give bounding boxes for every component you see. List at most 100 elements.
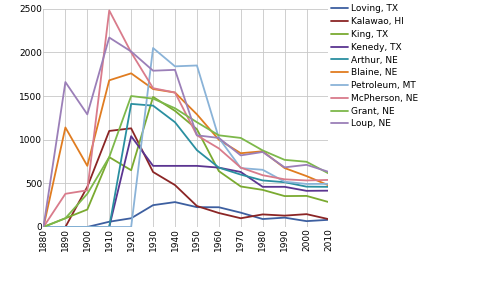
- Line: Blaine, NE: Blaine, NE: [43, 73, 328, 227]
- McPherson, NE: [260, 173, 266, 177]
- King, TX: [62, 217, 68, 220]
- Loving, TX: [106, 220, 112, 223]
- Petroleum, MT: [238, 166, 243, 170]
- Line: Petroleum, MT: Petroleum, MT: [43, 48, 328, 227]
- Kalawao, HI: [238, 217, 243, 220]
- Blaine, NE: [326, 184, 331, 187]
- Loving, TX: [238, 211, 243, 214]
- Grant, NE: [282, 158, 287, 162]
- Loving, TX: [41, 225, 46, 229]
- Loving, TX: [216, 205, 222, 209]
- Petroleum, MT: [85, 225, 90, 229]
- Line: Loving, TX: Loving, TX: [43, 202, 328, 227]
- Petroleum, MT: [62, 225, 68, 229]
- Loving, TX: [304, 219, 310, 223]
- King, TX: [172, 109, 178, 113]
- Arthur, NE: [194, 148, 200, 152]
- Blaine, NE: [172, 91, 178, 94]
- Petroleum, MT: [150, 46, 156, 50]
- Arthur, NE: [62, 225, 68, 229]
- McPherson, NE: [326, 178, 331, 182]
- Grant, NE: [106, 155, 112, 159]
- Grant, NE: [172, 107, 178, 110]
- Arthur, NE: [41, 225, 46, 229]
- Line: Kenedy, TX: Kenedy, TX: [43, 136, 328, 227]
- Petroleum, MT: [41, 225, 46, 229]
- Loup, NE: [194, 134, 200, 137]
- King, TX: [304, 194, 310, 198]
- Kenedy, TX: [172, 164, 178, 168]
- Petroleum, MT: [304, 182, 310, 186]
- Grant, NE: [41, 225, 46, 229]
- King, TX: [106, 155, 112, 159]
- Loving, TX: [172, 200, 178, 204]
- Arthur, NE: [260, 179, 266, 182]
- Kalawao, HI: [150, 170, 156, 174]
- Kenedy, TX: [150, 164, 156, 168]
- King, TX: [128, 168, 134, 172]
- Petroleum, MT: [260, 168, 266, 172]
- Grant, NE: [238, 136, 243, 140]
- Blaine, NE: [85, 164, 90, 168]
- Kenedy, TX: [194, 164, 200, 168]
- Line: McPherson, NE: McPherson, NE: [43, 10, 328, 227]
- Loup, NE: [106, 36, 112, 39]
- King, TX: [194, 127, 200, 131]
- Arthur, NE: [238, 173, 243, 176]
- McPherson, NE: [41, 225, 46, 229]
- Grant, NE: [304, 160, 310, 164]
- Kalawao, HI: [326, 217, 331, 221]
- King, TX: [326, 200, 331, 204]
- Blaine, NE: [150, 87, 156, 91]
- Line: Kalawao, HI: Kalawao, HI: [43, 128, 328, 227]
- King, TX: [238, 185, 243, 188]
- McPherson, NE: [238, 166, 243, 169]
- Line: Arthur, NE: Arthur, NE: [43, 104, 328, 227]
- Blaine, NE: [128, 72, 134, 75]
- Blaine, NE: [238, 151, 243, 155]
- Kenedy, TX: [326, 189, 331, 192]
- Kenedy, TX: [128, 134, 134, 138]
- McPherson, NE: [62, 192, 68, 196]
- McPherson, NE: [216, 147, 222, 150]
- Grant, NE: [62, 217, 68, 220]
- Kalawao, HI: [128, 127, 134, 130]
- Loving, TX: [150, 203, 156, 207]
- Petroleum, MT: [326, 182, 331, 186]
- King, TX: [150, 95, 156, 99]
- Kenedy, TX: [62, 225, 68, 229]
- King, TX: [85, 208, 90, 211]
- Loup, NE: [326, 170, 331, 173]
- Line: King, TX: King, TX: [43, 97, 328, 227]
- Kalawao, HI: [216, 211, 222, 215]
- Kalawao, HI: [194, 204, 200, 208]
- Loving, TX: [194, 205, 200, 209]
- McPherson, NE: [172, 91, 178, 94]
- Blaine, NE: [282, 166, 287, 170]
- Line: Loup, NE: Loup, NE: [43, 38, 328, 227]
- Grant, NE: [216, 134, 222, 137]
- Legend: Loving, TX, Kalawao, HI, King, TX, Kenedy, TX, Arthur, NE, Blaine, NE, Petroleum: Loving, TX, Kalawao, HI, King, TX, Kened…: [331, 4, 418, 129]
- Kenedy, TX: [216, 166, 222, 169]
- Blaine, NE: [41, 225, 46, 229]
- Kalawao, HI: [85, 185, 90, 189]
- McPherson, NE: [150, 86, 156, 90]
- McPherson, NE: [128, 51, 134, 54]
- Blaine, NE: [304, 174, 310, 178]
- Loup, NE: [172, 68, 178, 72]
- Grant, NE: [326, 172, 331, 175]
- Blaine, NE: [62, 126, 68, 129]
- Grant, NE: [194, 120, 200, 124]
- Kalawao, HI: [304, 212, 310, 216]
- King, TX: [260, 188, 266, 192]
- Grant, NE: [260, 149, 266, 152]
- Petroleum, MT: [106, 225, 112, 229]
- Kalawao, HI: [106, 129, 112, 133]
- Loup, NE: [41, 225, 46, 229]
- Loup, NE: [260, 150, 266, 154]
- Loving, TX: [326, 218, 331, 221]
- McPherson, NE: [304, 179, 310, 182]
- Kenedy, TX: [85, 225, 90, 229]
- Arthur, NE: [106, 225, 112, 229]
- King, TX: [216, 169, 222, 173]
